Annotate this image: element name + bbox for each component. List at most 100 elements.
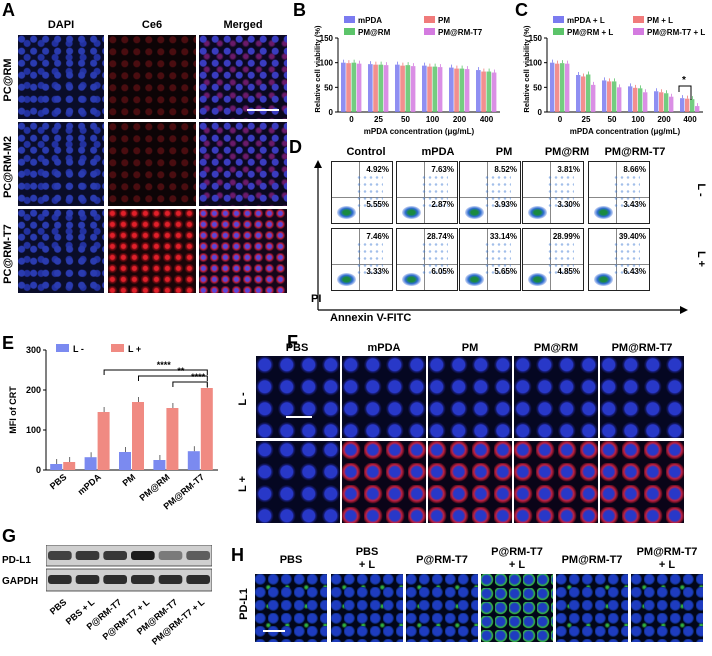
quadrant-hline xyxy=(589,197,649,199)
panel-c-xtick-label: 100 xyxy=(631,115,645,124)
cell-population xyxy=(336,272,356,287)
panel-c-sig-star: * xyxy=(682,75,686,86)
lower-right-percentage: 6.05% xyxy=(431,266,454,276)
panel-b-bar xyxy=(373,64,378,112)
quadrant-hline xyxy=(332,197,392,199)
panel-a-image-dapi-2 xyxy=(18,122,104,206)
panel-b-bar xyxy=(378,64,384,112)
panel-b-bar xyxy=(437,67,443,112)
panel-a-row-pcrm: PC@RM xyxy=(2,58,14,102)
panel-b-bar xyxy=(346,63,351,112)
pdl1-band xyxy=(103,551,127,560)
panel-f-image xyxy=(342,356,426,438)
lower-right-percentage: 6.43% xyxy=(623,266,646,276)
panel-b-bar xyxy=(400,65,405,112)
lower-right-percentage: 4.85% xyxy=(557,266,580,276)
upper-right-percentage: 39.40% xyxy=(618,232,646,241)
pdl1-band xyxy=(48,551,72,560)
panel-e-bar xyxy=(97,412,110,470)
cell-population xyxy=(464,205,484,220)
panel-c-xtick-label: 25 xyxy=(582,115,591,124)
panel-a-col-ce6: Ce6 xyxy=(141,19,163,31)
quadrant-vline xyxy=(487,229,488,290)
panel-h-image xyxy=(331,574,403,642)
lower-right-percentage: 3.30% xyxy=(557,199,580,209)
cell-population xyxy=(593,272,613,287)
panel-h-image xyxy=(481,574,553,642)
panel-c-bar xyxy=(643,92,648,112)
scatter-points xyxy=(547,241,574,278)
panel-c-ytick-label: 100 xyxy=(529,59,543,68)
panel-e-ytick-label: 300 xyxy=(26,345,41,355)
lower-right-percentage: 5.65% xyxy=(494,266,517,276)
panel-e-legend-swatch xyxy=(111,344,124,352)
quadrant-hline xyxy=(523,197,583,199)
panel-b-ytick-label: 150 xyxy=(320,34,334,43)
panel-f-col-2: PM xyxy=(461,342,479,354)
panel-b-legend-label: PM@RM xyxy=(358,28,391,37)
gapdh-band xyxy=(158,575,183,584)
panel-e-sig-bracket xyxy=(172,381,208,387)
cell-population xyxy=(527,272,547,287)
panel-b-bar xyxy=(395,64,400,112)
panel-e-bar xyxy=(132,402,144,470)
panel-h-image xyxy=(406,574,478,642)
quadrant-hline xyxy=(332,264,392,266)
panel-f-row-l-plus: L + xyxy=(237,476,249,493)
panel-c-ytick-label: 150 xyxy=(529,34,543,43)
panel-h-image xyxy=(255,574,327,642)
panel-d-col-4: PM@RM-T7 xyxy=(604,146,666,158)
panel-e-legend-label: L + xyxy=(128,344,141,354)
panel-a-image-merged-3 xyxy=(199,209,287,293)
flow-plot: 7.46% 3.33% xyxy=(331,228,393,291)
flow-plot: 28.74% 6.05% xyxy=(396,228,458,291)
panel-b-xtick-label: 25 xyxy=(374,115,383,124)
flow-plot: 8.66% 3.43% xyxy=(588,161,650,224)
panel-b-chart: 0 50 100 150 0 25 50 100 200 400 Relative cell via… xyxy=(313,16,500,136)
gapdh-band xyxy=(103,575,127,584)
panel-e-bar xyxy=(119,452,131,470)
panel-c-legend-swatch xyxy=(553,28,564,35)
panel-c-bar xyxy=(576,75,581,112)
panel-f-image xyxy=(256,356,340,438)
panel-c-xtick-label: 0 xyxy=(558,115,563,124)
panel-c-bar xyxy=(602,80,607,112)
panel-b-legend-swatch xyxy=(424,28,435,35)
upper-right-percentage: 7.46% xyxy=(366,232,389,241)
panel-c-bar xyxy=(690,99,695,112)
panel-e-sig-label: **** xyxy=(157,360,172,370)
panel-c-legend-swatch xyxy=(553,16,564,23)
panel-e-ytick-label: 200 xyxy=(26,385,41,395)
quadrant-hline xyxy=(460,264,520,266)
scatter-points xyxy=(613,174,640,211)
panel-b-bar xyxy=(476,70,481,112)
panel-g-row-gapdh: GAPDH xyxy=(2,576,39,587)
gapdh-band xyxy=(131,575,155,584)
panel-a-image-merged-1 xyxy=(199,35,287,119)
panel-d-axes-arrows xyxy=(314,160,688,314)
panel-c-bar xyxy=(591,84,596,112)
quadrant-hline xyxy=(397,264,457,266)
scatter-points xyxy=(484,241,511,278)
flow-plot: 7.63% 2.87% xyxy=(396,161,458,224)
panel-f-col-3: PM@RM xyxy=(533,342,579,354)
flow-plot: 33.14% 5.65% xyxy=(459,228,521,291)
panel-c-bar xyxy=(581,76,586,112)
panel-b-ytick-label: 100 xyxy=(320,59,334,68)
cell-population xyxy=(401,272,421,287)
panel-e-bar xyxy=(84,457,97,470)
panel-b-legend-label: PM xyxy=(438,16,450,25)
panel-b-legend-swatch xyxy=(344,16,355,23)
pdl1-band xyxy=(186,551,210,560)
panel-c-bar xyxy=(664,93,669,112)
panel-c-legend-label: PM + L xyxy=(647,16,673,25)
panel-label-c: C xyxy=(515,0,528,20)
panel-b-bar xyxy=(368,64,373,112)
panel-c-xtick-label: 200 xyxy=(657,115,671,124)
panel-e-bar xyxy=(166,408,179,470)
flow-plot: 4.92% 5.55% xyxy=(331,161,393,224)
panel-b-xtick-label: 200 xyxy=(453,115,467,124)
panel-a-image-ce6-1 xyxy=(108,35,196,119)
panel-c-bar xyxy=(617,87,622,112)
quadrant-vline xyxy=(424,162,425,223)
